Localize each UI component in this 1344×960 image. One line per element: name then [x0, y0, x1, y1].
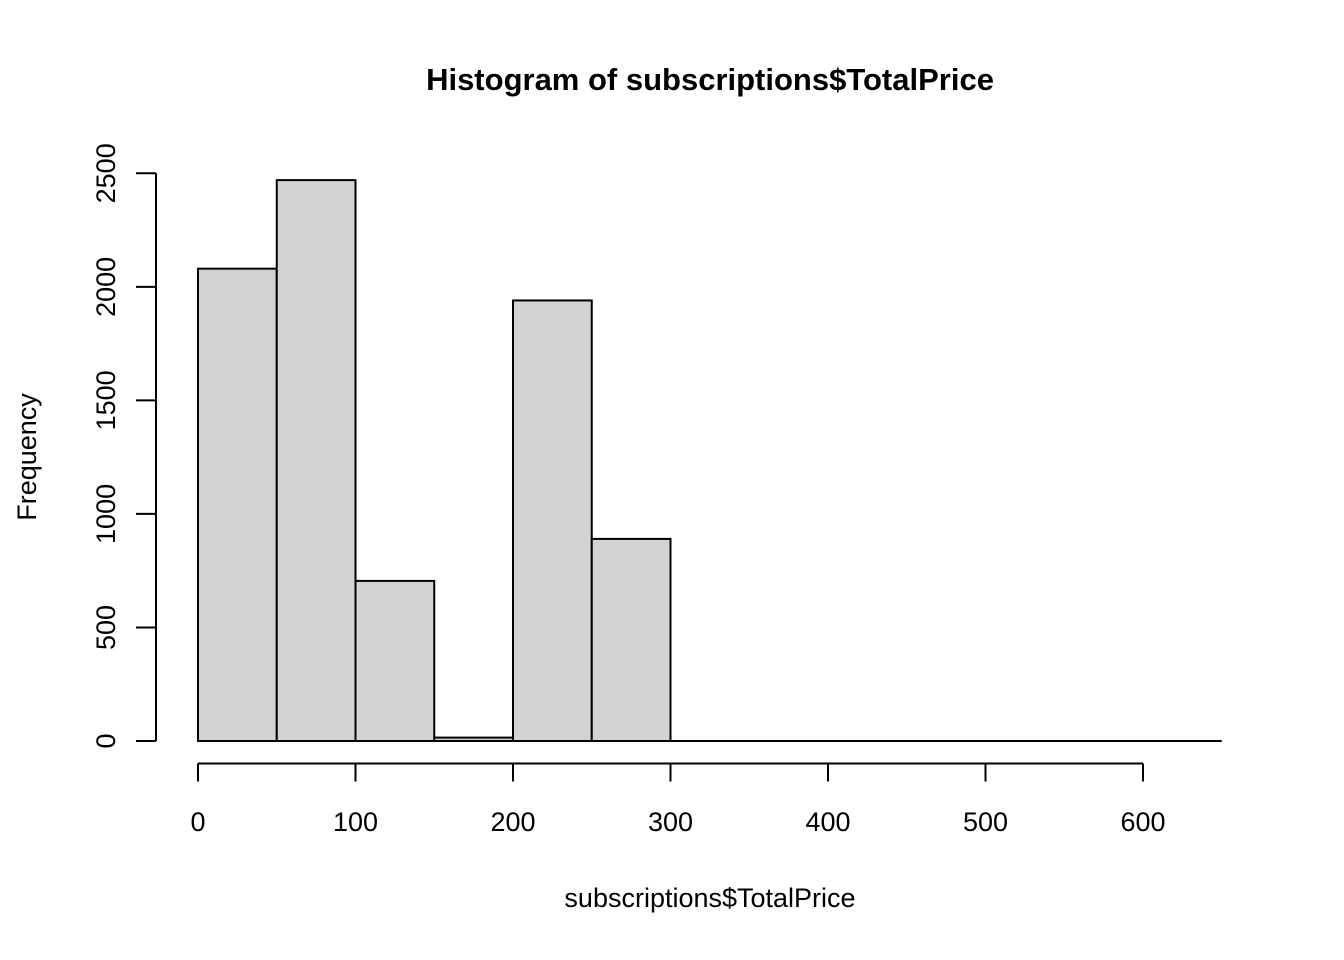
histogram-bar: [275, 179, 357, 742]
histogram-bar: [197, 267, 278, 742]
chart-title: Histogram of subscriptions$TotalPrice: [426, 62, 994, 97]
axes-group: 0 500 1000 1500 2000 2500 0 100 200 300 400 500 600: [91, 143, 1222, 837]
x-tick-label: 600: [1120, 807, 1165, 837]
y-tick-label: 0: [91, 733, 121, 748]
y-tick-label: 1000: [91, 484, 121, 544]
x-tick-label: 200: [490, 807, 535, 837]
histogram-bar: [512, 299, 593, 742]
y-axis-label: Frequency: [12, 393, 42, 521]
y-tick-label: 500: [91, 605, 121, 650]
x-axis-label: subscriptions$TotalPrice: [564, 883, 855, 913]
y-tick-label: 2000: [91, 257, 121, 317]
histogram-bar: [590, 537, 672, 742]
x-tick-label: 0: [190, 807, 205, 837]
x-tick-label: 300: [648, 807, 693, 837]
y-tick-label: 1500: [91, 370, 121, 430]
histogram-bar: [354, 579, 436, 743]
x-tick-label: 100: [333, 807, 378, 837]
bars-group: [197, 179, 672, 743]
y-tick-label: 2500: [91, 143, 121, 203]
x-tick-label: 400: [805, 807, 850, 837]
x-tick-label: 500: [963, 807, 1008, 837]
